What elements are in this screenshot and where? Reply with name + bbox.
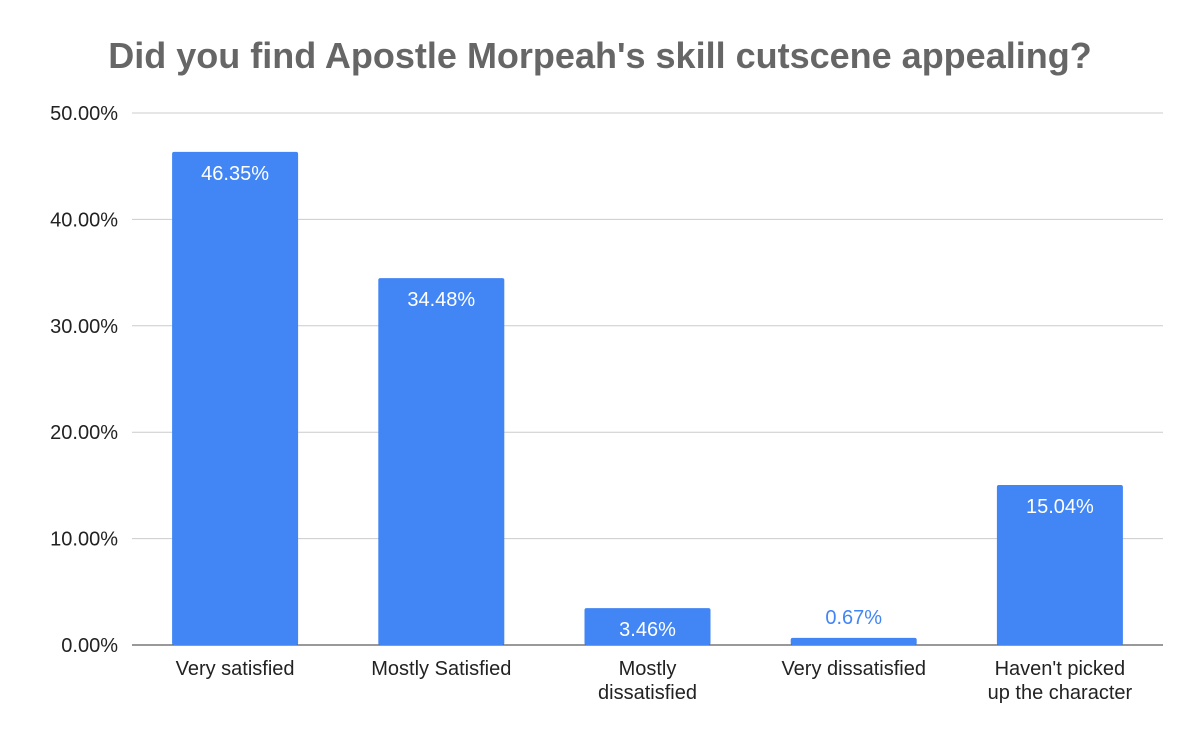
x-tick-label: Mostly Satisfied [371,658,511,680]
data-label: 0.67% [825,607,882,629]
y-tick-label: 20.00% [50,422,118,444]
x-tick-label: Very dissatisfied [781,658,926,680]
y-tick-label: 0.00% [61,635,118,657]
y-tick-label: 40.00% [50,209,118,231]
bar [584,608,711,645]
x-tick-label: Mostly [619,658,677,680]
data-label: 3.46% [619,619,676,641]
x-tick-label: Haven't picked [995,658,1126,680]
chart-title: Did you find Apostle Morpeah's skill cut… [108,35,1091,76]
bar [996,484,1123,645]
x-tick-label: up the character [988,682,1133,704]
y-tick-label: 50.00% [50,103,118,125]
bar [790,637,917,645]
x-tick-label: Very satisfied [176,658,295,680]
data-label: 15.04% [1026,496,1094,518]
x-tick-label: dissatisfied [598,682,697,704]
y-tick-label: 30.00% [50,316,118,338]
y-tick-label: 10.00% [50,529,118,551]
data-label: 46.35% [201,163,269,185]
bar [172,151,299,645]
bar [378,278,505,645]
data-label: 34.48% [407,289,475,311]
